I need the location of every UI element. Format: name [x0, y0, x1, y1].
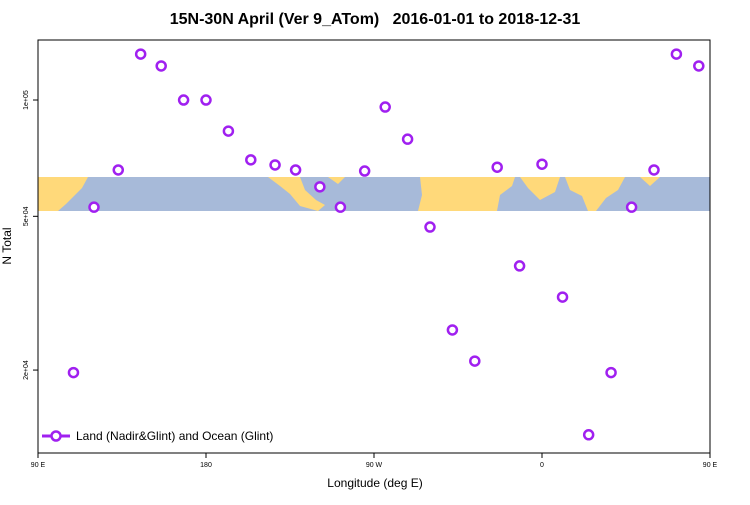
map-band — [38, 177, 710, 211]
y-tick-label: 2e+04 — [23, 360, 30, 380]
point — [245, 154, 257, 166]
point — [269, 159, 281, 171]
point — [424, 221, 436, 233]
point — [314, 181, 326, 193]
chart-title: 15N-30N April (Ver 9_ATom) 2016-01-01 to… — [170, 11, 581, 28]
point — [648, 164, 660, 176]
y-tick-label: 1e+05 — [23, 90, 30, 110]
plot-frame — [37, 39, 711, 454]
point — [625, 201, 638, 213]
point — [536, 158, 548, 170]
x-tick-label: 90 E — [703, 462, 718, 469]
land — [38, 177, 660, 211]
y-tick-label: 5e+04 — [23, 206, 30, 226]
point — [582, 429, 595, 441]
point — [469, 355, 481, 367]
point — [491, 161, 503, 173]
point — [358, 165, 371, 177]
x-axis-title: Longitude (deg E) — [327, 476, 422, 490]
point — [155, 60, 167, 72]
point — [670, 48, 683, 60]
point — [222, 125, 235, 137]
legend: Land (Nadir&Glint) and Ocean (Glint) — [42, 429, 273, 443]
x-tick-label: 180 — [200, 462, 212, 469]
x-tick-label: 0 — [540, 462, 544, 469]
point — [401, 133, 414, 145]
y-axis-title: N Total — [0, 227, 14, 264]
point — [379, 101, 391, 113]
point — [112, 164, 125, 176]
point — [289, 164, 302, 176]
point — [67, 366, 80, 379]
point — [134, 48, 147, 60]
point — [446, 324, 459, 336]
legend-label: Land (Nadir&Glint) and Ocean (Glint) — [76, 429, 273, 443]
x-tick-label: 90 E — [31, 462, 46, 469]
x-tick-label: 90 W — [366, 462, 383, 469]
legend-marker — [50, 430, 62, 442]
point — [200, 94, 212, 106]
point — [334, 201, 347, 213]
point — [556, 291, 569, 303]
point — [693, 60, 705, 72]
point — [605, 366, 617, 379]
point — [88, 201, 100, 213]
point — [513, 260, 526, 272]
point — [177, 94, 190, 106]
